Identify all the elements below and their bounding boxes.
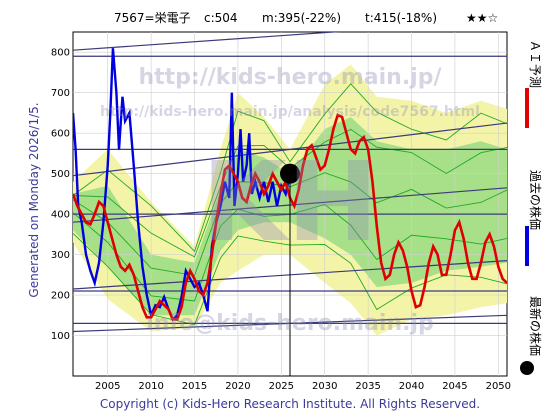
y-tick-label: 400 [51,210,70,221]
x-tick-label: 2015 [182,381,207,392]
plot-content: http://kids-hero.main.jp/http://kids-her… [73,32,507,376]
history-series-line [73,48,292,322]
x-tick-label: 2045 [442,381,467,392]
x-tick-label: 2025 [269,381,294,392]
legend-label-2: 最新の株価 [528,296,543,356]
ensemble-line [73,83,507,253]
watermark-email: info@kids-hero.main.jp [146,311,434,336]
y-tick-label: 300 [51,250,70,261]
x-tick-label: 2010 [138,381,163,392]
y-tick-label: 800 [51,48,70,59]
watermark-url: http://kids-hero.main.jp/ [138,65,442,90]
y-tick-label: 500 [51,169,70,180]
x-tick-label: 2035 [355,381,380,392]
chart-header: 7567=栄電子 c:504 m:395(-22%) t:415(-18%) ★… [114,11,498,25]
legend-label-0: ＡＩ予測 [528,40,542,88]
y-tick-label: 600 [51,129,70,140]
x-tick-label: 2005 [95,381,120,392]
generated-date-label: Generated on Monday 2026/1/5. [27,102,41,297]
x-tick-label: 2030 [312,381,337,392]
legend-swatch-2 [520,361,534,375]
y-tick-label: 700 [51,88,70,99]
trend-line [73,32,343,51]
x-tick-label: 2040 [399,381,424,392]
y-tick-label: 100 [51,331,70,342]
current-price-label: c:504 [204,11,238,25]
x-tick-label: 2020 [225,381,250,392]
target-label: t:415(-18%) [365,11,437,25]
stock-code-label: 7567=栄電子 [114,11,191,25]
y-tick-label: 200 [51,291,70,302]
min-target-label: m:395(-22%) [262,11,341,25]
legend-label-1: 過去の株価 [528,170,543,230]
latest-price-marker [280,163,300,184]
x-tick-label: 2050 [486,381,511,392]
axes: 2005 2010 2015 2020 2025 2030 2035 2040 2045 2050… [51,48,511,392]
watermark-analysis-url: http://kids-hero.main.jp/analysis/code75… [100,104,480,120]
watermark-logo: KH [201,138,378,266]
copyright-footer: Copyright (c) Kids-Hero Research Institu… [100,397,480,411]
plot-area: http://kids-hero.main.jp/http://kids-her… [73,32,507,376]
rating-stars: ★★☆ [466,11,498,25]
